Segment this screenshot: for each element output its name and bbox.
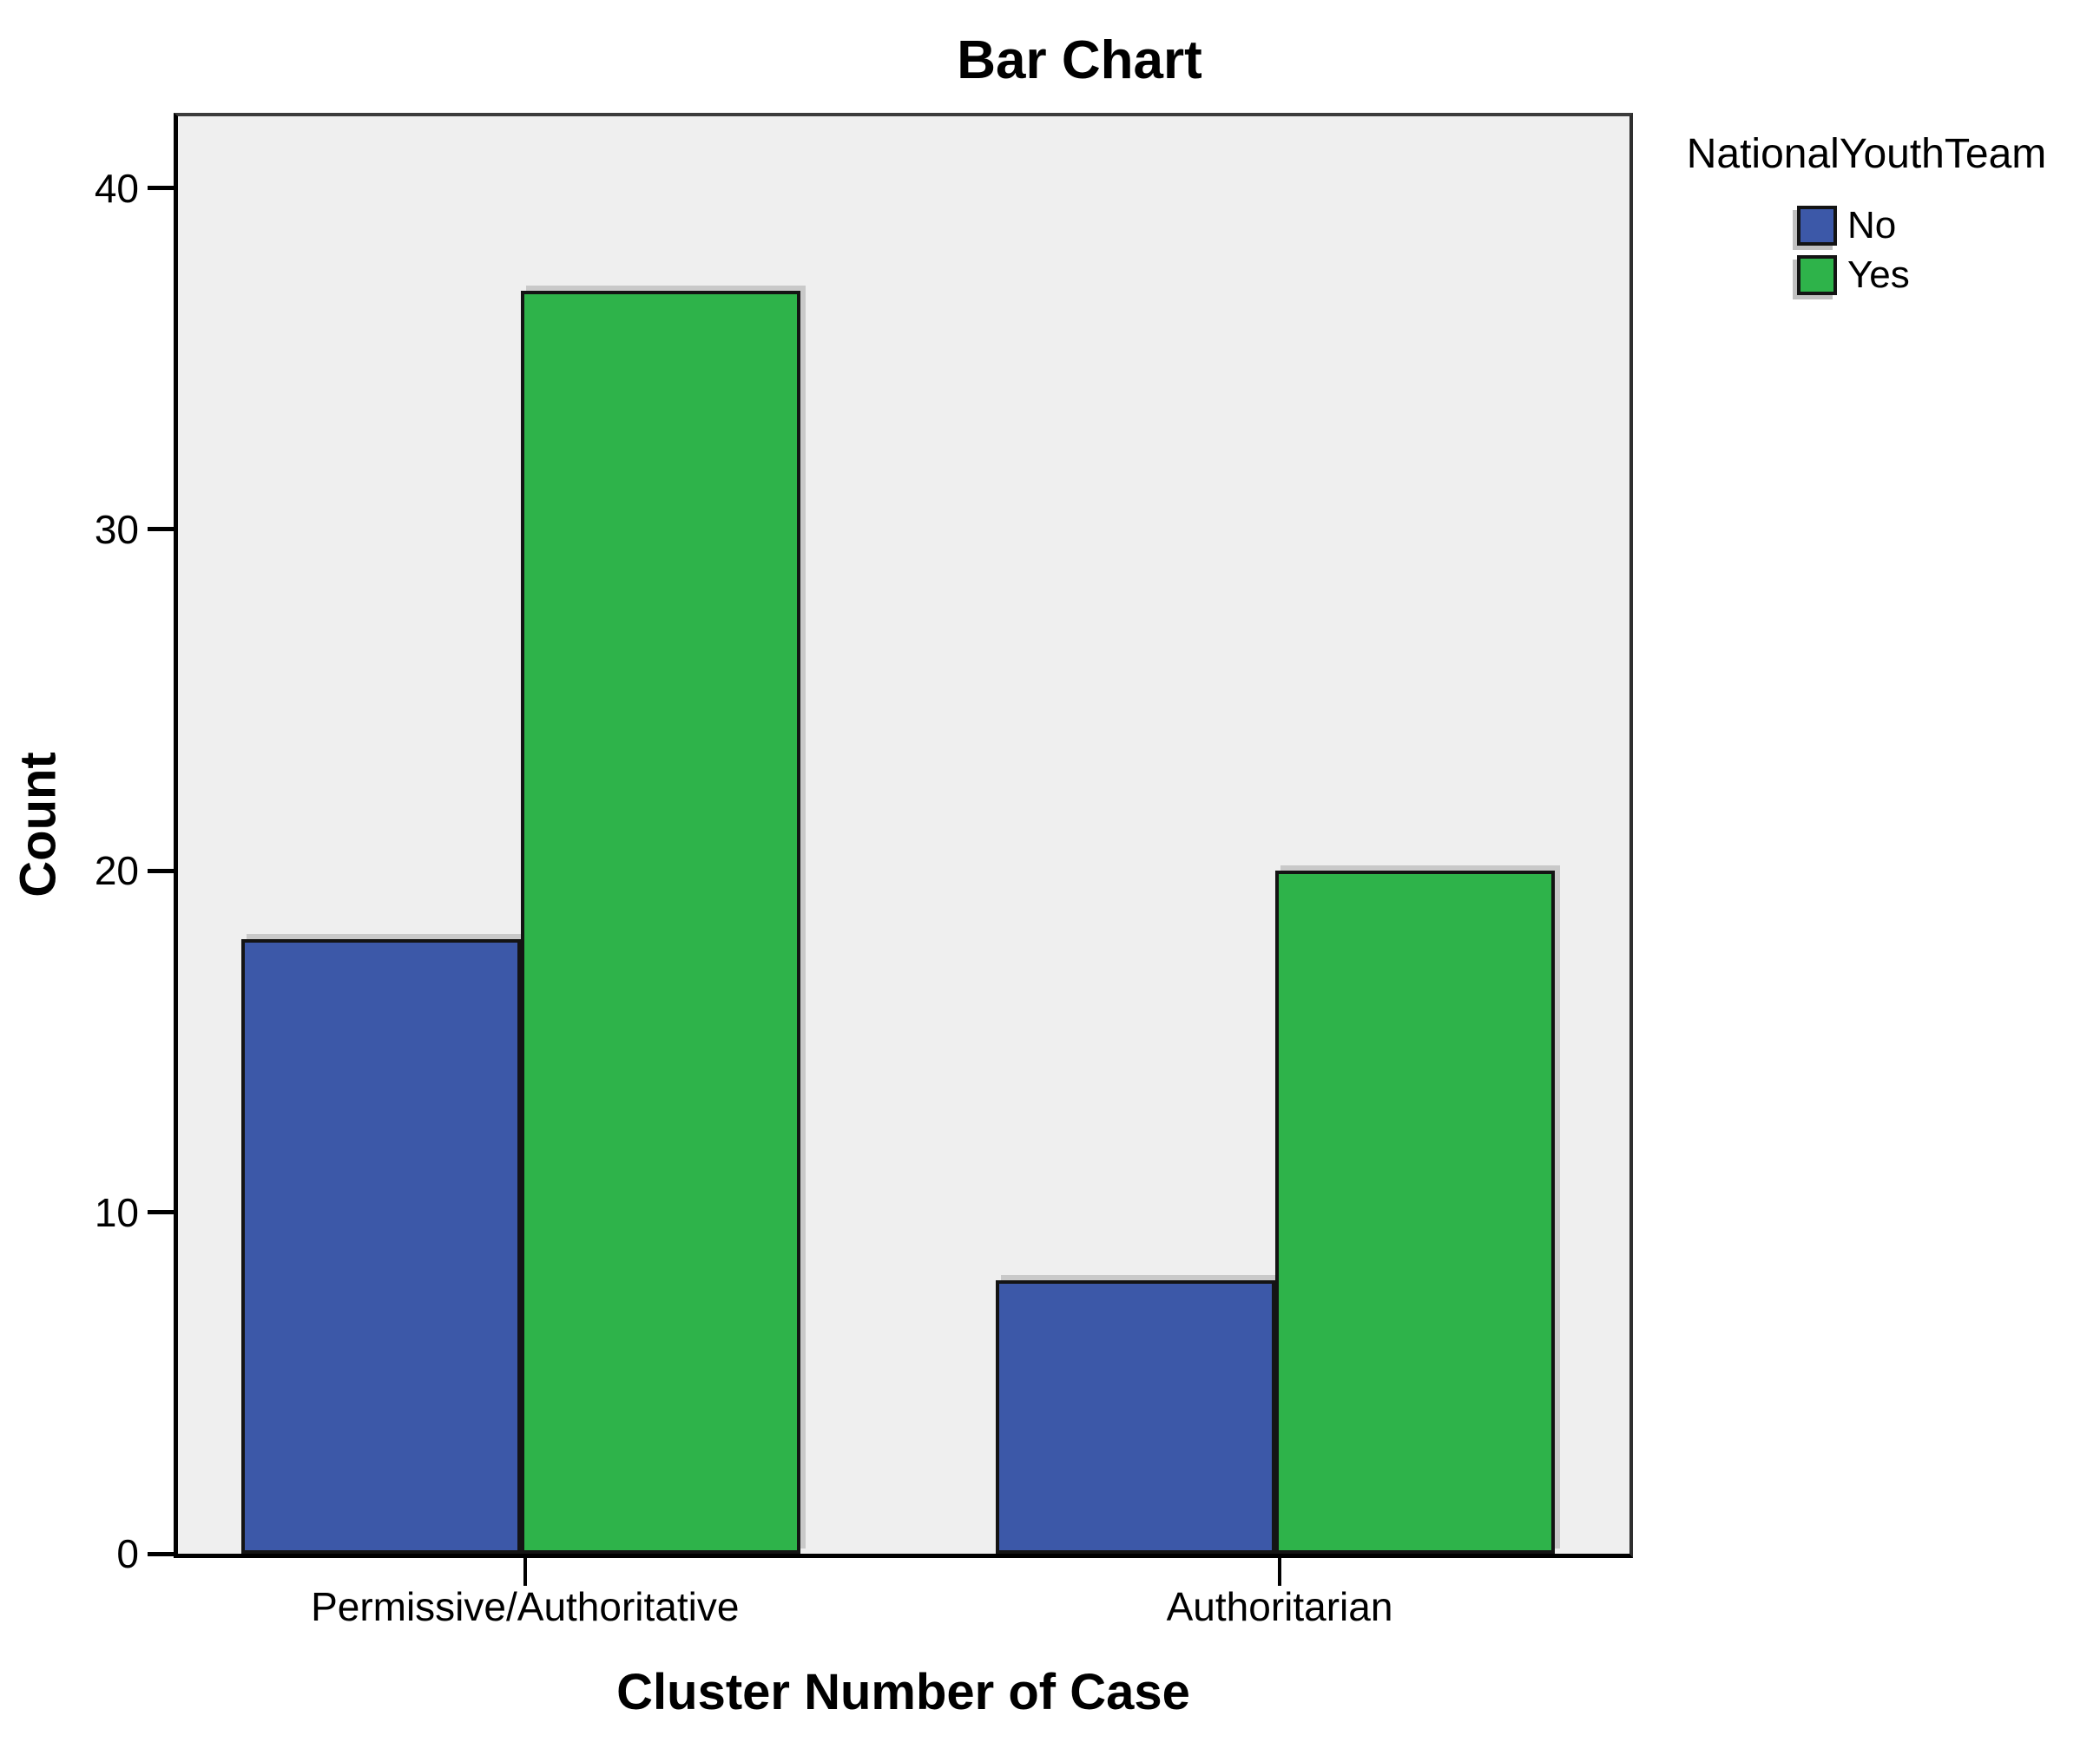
bar-no-permissive-authoritative	[240, 938, 521, 1554]
x-tick-mark-permissive-authoritative	[523, 1558, 527, 1586]
y-tick-mark-30	[148, 527, 174, 532]
y-tick-label-10: 10	[94, 1189, 139, 1235]
x-tick-mark-authoritarian	[1278, 1558, 1282, 1586]
bar-yes-authoritarian	[1275, 871, 1555, 1554]
legend-rows: No Yes	[1654, 206, 2079, 295]
legend-label-no: No	[1847, 204, 1897, 247]
y-tick-label-0: 0	[116, 1531, 139, 1576]
y-tick-mark-40	[148, 186, 174, 191]
legend: NationalYouthTeam No Yes	[1654, 130, 2079, 305]
chart-title: Bar Chart	[957, 30, 1202, 90]
y-tick-mark-10	[148, 1210, 174, 1215]
x-axis-title: Cluster Number of Case	[616, 1664, 1190, 1720]
y-tick-mark-20	[148, 868, 174, 873]
bar-no-authoritarian	[996, 1280, 1276, 1554]
legend-title: NationalYouthTeam	[1686, 131, 2047, 177]
y-tick-label-20: 20	[94, 848, 139, 894]
legend-item-yes: Yes	[1797, 255, 2079, 295]
x-category-label-permissive-authoritative: Permissive/Authoritative	[311, 1584, 740, 1629]
legend-swatch-no	[1797, 206, 1837, 246]
x-category-label-authoritarian: Authoritarian	[1166, 1584, 1393, 1629]
y-tick-label-40: 40	[94, 165, 139, 211]
y-tick-label-30: 30	[94, 506, 139, 552]
bar-yes-permissive-authoritative	[520, 290, 800, 1554]
legend-swatch-yes	[1797, 255, 1837, 295]
legend-item-no: No	[1797, 206, 2079, 246]
plot-area	[174, 113, 1633, 1558]
legend-label-yes: Yes	[1847, 253, 1910, 296]
y-tick-mark-0	[148, 1551, 174, 1556]
